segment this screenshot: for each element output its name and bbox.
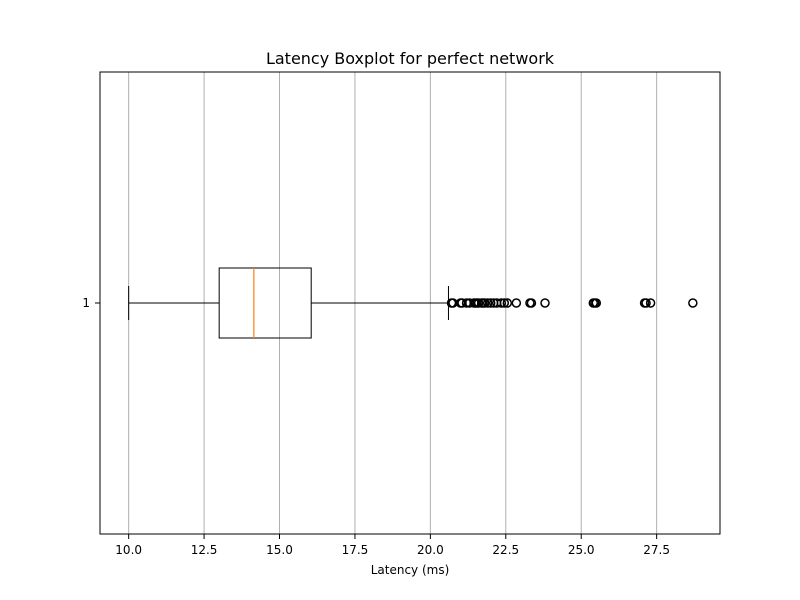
outlier-point <box>499 298 510 308</box>
outlier-markers <box>446 298 698 308</box>
outlier-point <box>496 298 507 308</box>
axis-ticks: 10.0 12.5 15.0 17.5 20.0 22.5 25.0 27.5 1 <box>82 296 670 557</box>
x-tick-label: 22.5 <box>492 543 519 557</box>
x-tick-label: 15.0 <box>266 543 293 557</box>
x-tick-label: 25.0 <box>568 543 595 557</box>
outlier-point <box>473 298 484 308</box>
x-tick-label: 10.0 <box>115 543 142 557</box>
outlier-point <box>688 298 698 308</box>
outlier-point <box>540 298 550 308</box>
outlier-point <box>591 298 602 308</box>
x-tick-label: 17.5 <box>342 543 369 557</box>
x-tick-label: 12.5 <box>191 543 218 557</box>
outlier-point <box>641 298 651 308</box>
boxplot <box>128 267 449 339</box>
outlier-point <box>482 298 493 308</box>
outlier-point <box>502 298 513 308</box>
outlier-point <box>645 298 656 308</box>
outlier-point <box>485 298 496 308</box>
x-tick-label: 20.0 <box>417 543 444 557</box>
x-axis-label: Latency (ms) <box>371 563 450 577</box>
outlier-point <box>511 298 522 308</box>
interquartile-box <box>218 267 312 339</box>
outlier-point <box>526 298 537 308</box>
y-tick-label: 1 <box>82 296 90 310</box>
outlier-point <box>479 298 490 308</box>
chart-title: Latency Boxplot for perfect network <box>266 49 555 68</box>
x-tick-label: 27.5 <box>643 543 670 557</box>
